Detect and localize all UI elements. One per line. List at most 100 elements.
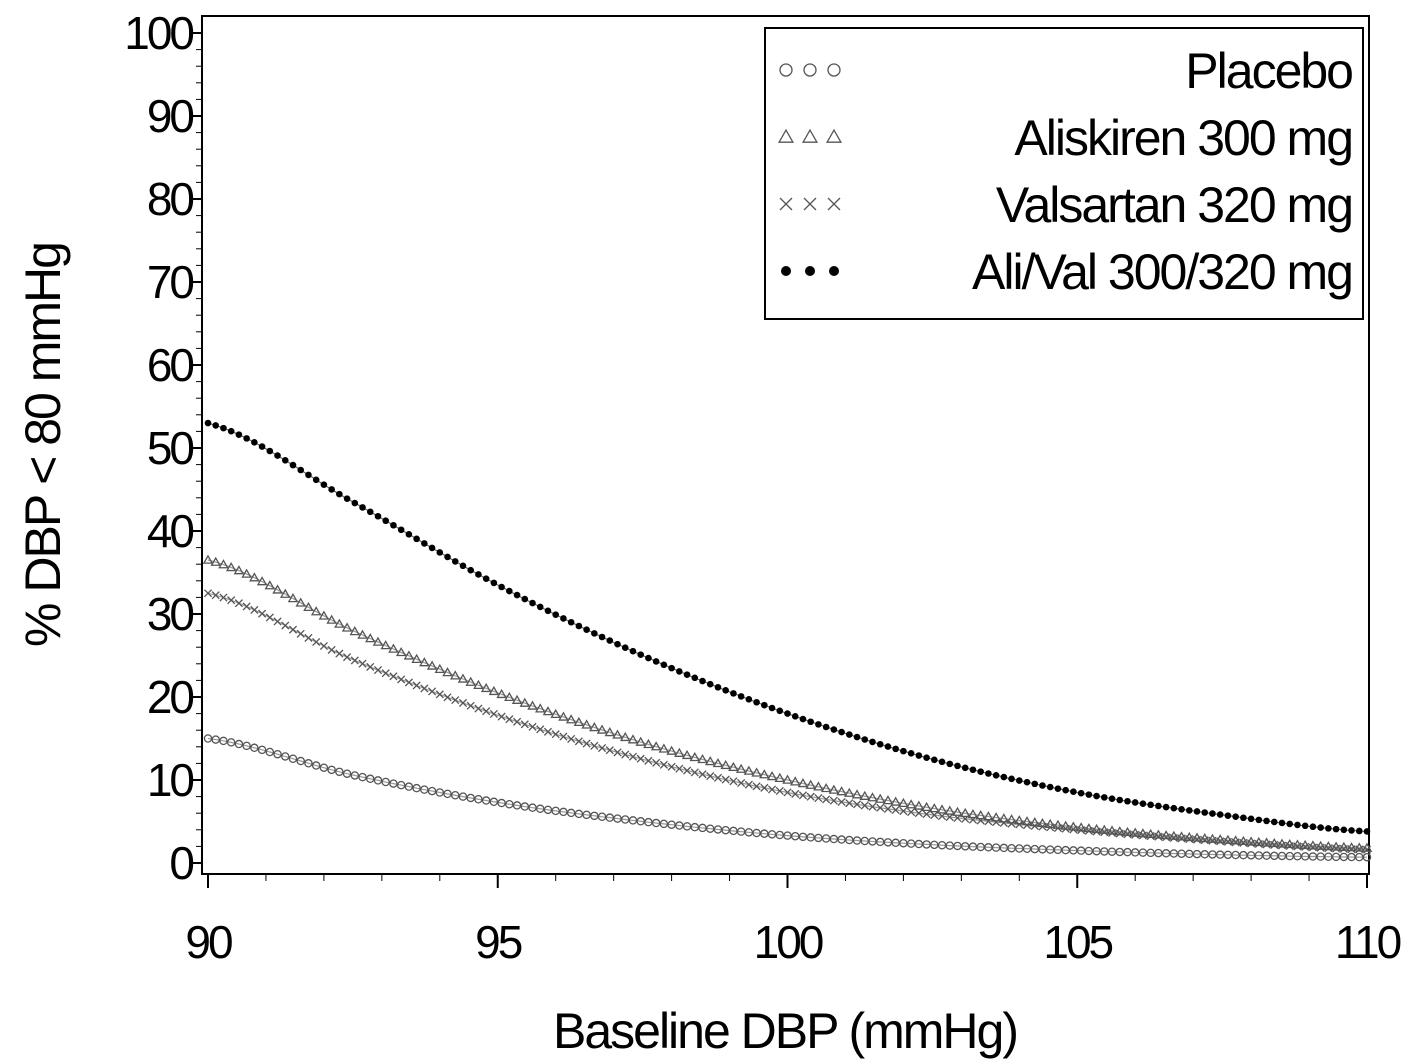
legend-entry: Placebo (779, 43, 1354, 99)
series-point (273, 617, 282, 626)
series-point (730, 690, 737, 697)
series-point (421, 540, 428, 547)
series-point (343, 495, 351, 502)
series-point (1293, 842, 1302, 851)
series-point (258, 609, 267, 618)
series-point (1023, 778, 1031, 786)
series-point (1362, 852, 1372, 862)
legend-marker (781, 266, 791, 276)
series-point (876, 803, 885, 812)
series-point (511, 694, 523, 704)
series-point (336, 490, 343, 498)
x-axis-label: Baseline DBP (mmHg) (553, 1003, 1017, 1059)
series-line (207, 737, 1368, 858)
series-point (931, 756, 938, 764)
series-point (1008, 775, 1015, 783)
series-point (627, 734, 639, 744)
series-point (551, 730, 560, 739)
legend-entry: Valsartan 320 mg (779, 177, 1354, 233)
series-point (637, 651, 644, 658)
series-point (867, 792, 878, 802)
y-tick-label: 100 (124, 7, 193, 59)
series-point (645, 654, 652, 662)
series-point (635, 736, 646, 746)
series-point (373, 666, 383, 675)
series-point (1240, 814, 1247, 822)
series-point (760, 783, 769, 792)
series-point (434, 663, 446, 673)
series-point (251, 439, 258, 446)
series-point (907, 808, 916, 817)
series-point (1363, 828, 1371, 835)
series-point (359, 504, 366, 511)
series-point (990, 812, 1002, 822)
series-point (1355, 845, 1364, 854)
series-point (411, 653, 422, 663)
series-point (211, 591, 220, 600)
series-point (706, 680, 714, 688)
series-point (844, 787, 855, 797)
legend-label: Valsartan 320 mg (996, 177, 1352, 233)
series-point (783, 788, 792, 797)
series-point (922, 810, 931, 819)
series-point (480, 682, 492, 693)
x-axis: 90 95 100 105 110 (185, 874, 1404, 968)
y-tick-label: 80 (147, 173, 194, 225)
series-point (210, 556, 221, 566)
series-point (466, 701, 475, 710)
series-point (853, 733, 861, 741)
series-point (1124, 797, 1131, 805)
series-point (234, 739, 244, 749)
series-point (691, 674, 699, 682)
series-point (1317, 824, 1324, 831)
series-point (1224, 812, 1232, 819)
series-point (436, 549, 444, 556)
series-point (574, 737, 583, 746)
series-point (226, 738, 236, 747)
y-tick-label: 50 (147, 422, 194, 474)
series-point (1247, 839, 1256, 848)
series-point (542, 706, 554, 716)
series-point (1053, 823, 1062, 833)
series-point (907, 750, 915, 757)
series-point (985, 770, 992, 777)
series-point (1277, 841, 1287, 850)
series-point (288, 625, 298, 634)
series-point (1339, 844, 1348, 853)
series-point (714, 683, 722, 691)
series-point (782, 774, 793, 784)
series-point (737, 778, 746, 788)
legend-marker (825, 128, 843, 143)
series-point (1062, 786, 1069, 794)
series-point (527, 700, 538, 710)
series-point (961, 764, 969, 772)
series-point (1316, 843, 1325, 852)
series-point (1016, 777, 1023, 784)
series-point (1115, 829, 1124, 838)
series-point (242, 602, 251, 611)
series-point (264, 580, 276, 590)
series-point (513, 717, 522, 726)
series-line (207, 559, 1368, 849)
series-point (1170, 804, 1178, 812)
series-point (374, 512, 382, 520)
series-point (266, 447, 274, 455)
series-point (1154, 832, 1163, 841)
series-point (320, 481, 328, 488)
series-point (1022, 821, 1032, 830)
series-point (281, 621, 290, 630)
series-point (829, 796, 838, 805)
series-point (954, 762, 961, 770)
series-point (535, 804, 545, 814)
series-point (882, 795, 894, 805)
series-point (914, 809, 923, 818)
y-tick-label: 90 (147, 90, 194, 142)
series-point (797, 777, 809, 788)
series-point (242, 741, 251, 751)
series-point (1100, 794, 1108, 801)
series-point (403, 650, 415, 660)
series-point (482, 575, 490, 583)
series-point (682, 766, 692, 775)
series-point (427, 786, 437, 796)
series-point (390, 521, 397, 529)
